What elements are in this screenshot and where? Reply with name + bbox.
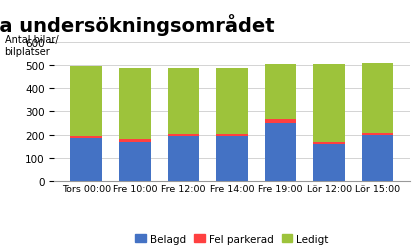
Bar xyxy=(314,142,345,144)
Bar xyxy=(168,136,199,181)
Bar xyxy=(119,142,150,181)
Bar xyxy=(168,134,199,136)
Text: Totalt hela undersökningsområdet: Totalt hela undersökningsområdet xyxy=(0,14,275,36)
Bar xyxy=(265,65,296,120)
Bar xyxy=(362,64,393,134)
Bar xyxy=(168,69,199,134)
Bar xyxy=(71,136,102,139)
Bar xyxy=(265,123,296,181)
Bar xyxy=(216,137,248,181)
Bar xyxy=(216,69,248,135)
Bar xyxy=(265,120,296,123)
Bar xyxy=(362,136,393,181)
Legend: Belagd, Fel parkerad, Ledigt: Belagd, Fel parkerad, Ledigt xyxy=(131,230,333,248)
Bar xyxy=(119,68,150,140)
Bar xyxy=(314,65,345,142)
Bar xyxy=(362,134,393,136)
Text: Antal bilar/
bilplatser: Antal bilar/ bilplatser xyxy=(5,35,58,56)
Bar xyxy=(216,135,248,137)
Bar xyxy=(119,140,150,142)
Bar xyxy=(71,67,102,136)
Bar xyxy=(71,139,102,181)
Bar xyxy=(314,144,345,181)
